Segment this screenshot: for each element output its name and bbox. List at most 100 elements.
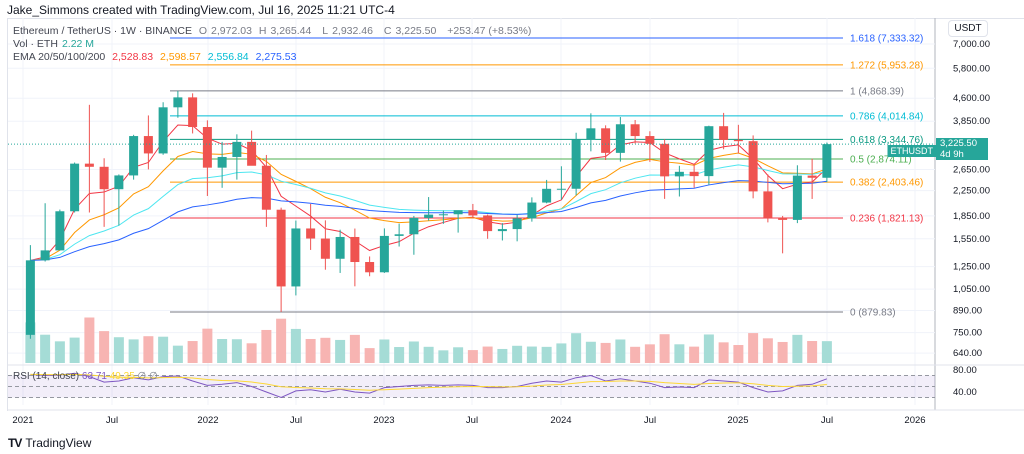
candle-body	[630, 124, 640, 137]
volume-bar	[202, 328, 213, 363]
candle-body	[99, 166, 109, 190]
high-label: H	[258, 25, 267, 37]
ema200-value: 2,275.53	[255, 51, 297, 63]
candle-body	[365, 262, 375, 273]
change-value: +253.47 (+8.53%)	[447, 25, 532, 37]
rsi-ma-line	[30, 373, 827, 391]
candle-body	[689, 171, 699, 177]
candle-body	[55, 211, 65, 251]
rsi-line	[30, 372, 828, 399]
volume-bar	[659, 334, 670, 363]
candle-body	[660, 143, 670, 177]
volume-bar	[261, 329, 272, 363]
bar-countdown: 4d 9h	[940, 148, 964, 160]
close-value: 3,225.50	[395, 25, 437, 37]
volume-bar	[541, 346, 552, 363]
fib-level-label: 1 (4,868.39)	[850, 86, 904, 97]
candle-body	[276, 209, 286, 287]
volume-bar	[99, 331, 110, 363]
chart-frame	[7, 18, 1024, 411]
rsi-tick-label: 80.00	[953, 365, 977, 376]
price-tick-label: 1,250.00	[953, 262, 990, 273]
volume-bar	[792, 334, 803, 363]
candle-body	[379, 235, 389, 273]
ema20-value: 2,528.83	[112, 51, 154, 63]
candle-body	[173, 97, 183, 108]
fib-level-label: 0.786 (4,014.84)	[850, 111, 923, 122]
symbol-name[interactable]: Ethereum / TetherUS · 1W · BINANCE	[13, 25, 192, 37]
candle-body	[733, 139, 743, 142]
candle-body	[84, 163, 94, 167]
fib-level-label: 1.272 (5,953.28)	[850, 60, 923, 71]
rsi-value: 63.71	[81, 371, 107, 382]
time-tick-label: Jul	[466, 415, 478, 426]
volume-bar	[762, 338, 773, 363]
candle-body	[719, 126, 729, 140]
price-tick-label: 640.00	[953, 348, 982, 359]
candle-body	[350, 236, 360, 263]
open-label: O	[198, 25, 208, 37]
volume-bar	[335, 339, 346, 363]
volume-bar	[453, 347, 464, 363]
candle-body	[70, 163, 80, 212]
last-price: 3,225.50	[940, 138, 977, 150]
candle-body	[335, 236, 345, 259]
candle-body	[483, 215, 493, 232]
candle-body	[232, 141, 242, 157]
time-tick-label: Jul	[821, 415, 833, 426]
price-tick-label: 1,550.00	[953, 234, 990, 245]
volume-bar	[349, 334, 360, 363]
fib-level-label: 0.618 (3,344.76)	[850, 135, 923, 146]
last-price-tag: 3,225.50 4d 9h	[936, 138, 988, 161]
volume-bar	[556, 343, 567, 363]
ema100-value: 2,556.84	[207, 51, 249, 63]
volume-bar	[703, 334, 714, 363]
volume-bar	[364, 348, 375, 363]
time-tick-label: 2026	[904, 415, 925, 426]
candle-body	[748, 141, 758, 192]
candle-body	[542, 188, 552, 203]
volume-bar	[482, 346, 493, 363]
volume-bar	[246, 343, 257, 363]
currency-button[interactable]: USDT	[948, 20, 988, 37]
time-tick-label: Jul	[644, 415, 656, 426]
volume-bar	[379, 339, 390, 363]
price-tick-label: 2,650.00	[953, 165, 990, 176]
time-tick-label: 2024	[550, 415, 571, 426]
candle-body	[320, 238, 330, 259]
volume-bar	[143, 336, 154, 363]
candle-body	[586, 128, 596, 140]
volume-label[interactable]: Vol · ETH	[13, 38, 58, 50]
volume-bar	[423, 346, 434, 363]
volume-bar	[113, 337, 124, 363]
tv-logo-icon: TV	[8, 436, 22, 450]
volume-bar	[674, 344, 685, 363]
candle-body	[822, 144, 832, 178]
candle-body	[40, 250, 50, 261]
volume-bar	[158, 336, 169, 363]
low-value: 2,932.46	[332, 25, 373, 37]
candle-body	[453, 210, 463, 215]
volume-bar	[438, 350, 449, 363]
symbol-legend: Ethereum / TetherUS · 1W · BINANCE O 2,97…	[13, 25, 535, 37]
candle-body	[704, 126, 714, 177]
time-tick-label: 2025	[727, 415, 748, 426]
candle-body	[601, 128, 611, 153]
time-tick-label: 2023	[373, 415, 394, 426]
volume-bar	[821, 341, 832, 363]
credit-text: Jake_Simmons created with TradingView.co…	[7, 3, 395, 17]
price-tick-label: 2,250.00	[953, 186, 990, 197]
candle-body	[424, 214, 434, 218]
volume-bar	[128, 339, 139, 363]
rsi-label[interactable]: RSI (14, close)	[13, 371, 80, 382]
volume-bar	[718, 342, 729, 363]
volume-bar	[807, 341, 818, 363]
tradingview-logo[interactable]: TV TradingView	[8, 436, 91, 450]
ema-label[interactable]: EMA 20/50/100/200	[13, 51, 106, 63]
candle-body	[306, 228, 316, 239]
candle-body	[778, 217, 788, 220]
volume-bar	[512, 345, 523, 363]
price-tick-label: 4,600.00	[953, 93, 990, 104]
